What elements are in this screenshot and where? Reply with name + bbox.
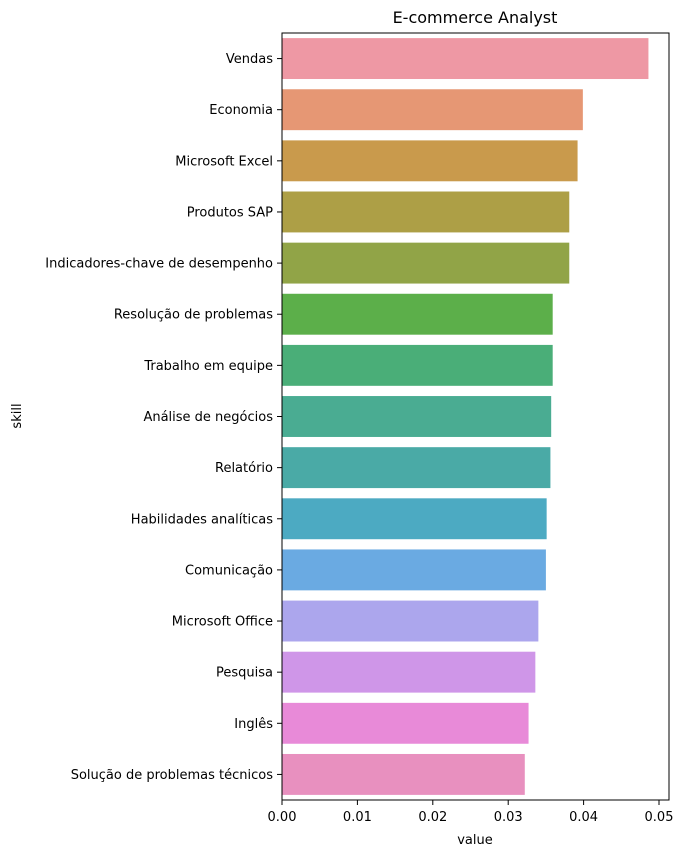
bar-3 [282,140,578,182]
bar-13 [282,651,536,693]
x-ticks-group: 0.00 0.01 0.02 0.03 0.04 0.05 [268,800,674,825]
category-label-4: Produtos SAP [187,205,273,220]
bar-11 [282,549,546,591]
x-tick-label-2: 0.01 [343,810,372,825]
bar-14 [282,702,529,744]
bar-10 [282,498,547,540]
category-label-8: Análise de negócios [143,410,273,425]
category-label-14: Inglês [234,717,273,732]
bar-7 [282,344,553,386]
x-axis-label: value [457,833,493,848]
bars-group [282,38,649,795]
category-label-1: Vendas [226,52,273,67]
category-label-3: Microsoft Excel [175,154,273,169]
category-label-5: Indicadores-chave de desempenho [45,257,273,272]
category-labels-group: Vendas Economia Microsoft Excel Produtos SA… [45,52,282,783]
plot-frame [281,32,670,801]
category-label-11: Comunicação [185,563,273,578]
category-label-6: Resolução de problemas [114,308,273,323]
bar-8 [282,396,552,437]
bar-5 [282,242,570,284]
x-tick-label-4: 0.03 [494,810,523,825]
category-label-13: Pesquisa [216,666,273,681]
bar-6 [282,293,553,335]
x-tick-label-1: 0.00 [268,810,297,825]
bar-12 [282,600,539,642]
bar-2 [282,89,583,131]
x-tick-label-6: 0.05 [645,810,674,825]
category-label-7: Trabalho em equipe [143,359,273,374]
category-label-10: Habilidades analíticas [131,512,273,527]
x-tick-label-5: 0.04 [569,810,598,825]
bar-1 [282,38,649,80]
bar-9 [282,447,551,489]
category-label-9: Relatório [215,461,273,476]
x-tick-label-3: 0.02 [418,810,447,825]
bar-4 [282,191,570,233]
category-label-2: Economia [209,103,273,118]
bar-15 [282,753,525,795]
chart-title: E-commerce Analyst [393,8,558,27]
y-axis-label: skill [10,403,25,428]
category-label-12: Microsoft Office [172,615,273,630]
category-label-15: Solução de problemas técnicos [71,768,273,783]
